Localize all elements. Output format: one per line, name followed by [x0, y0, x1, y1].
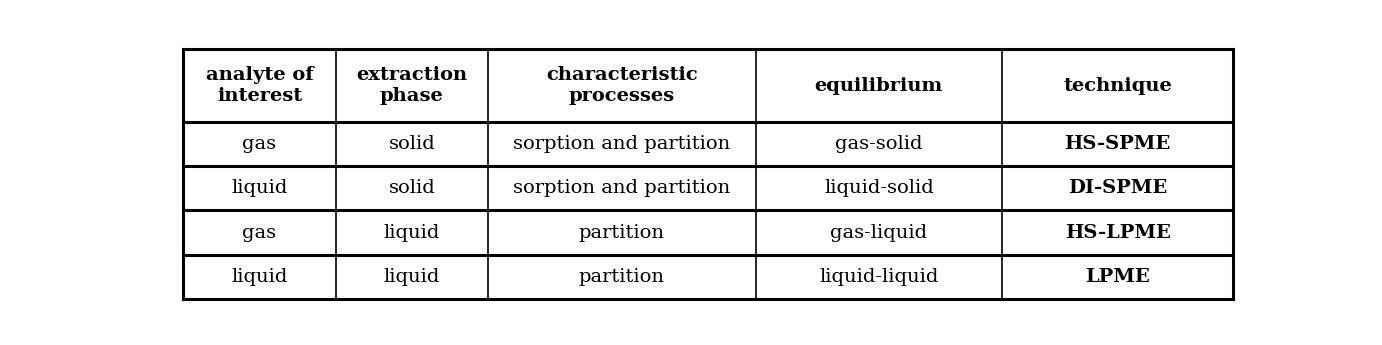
Text: liquid-liquid: liquid-liquid	[820, 268, 938, 286]
Text: LPME: LPME	[1085, 268, 1150, 286]
Text: analyte of
interest: analyte of interest	[206, 66, 314, 105]
Text: liquid: liquid	[231, 268, 287, 286]
Text: gas: gas	[242, 135, 276, 153]
Text: liquid: liquid	[384, 268, 439, 286]
Text: liquid-solid: liquid-solid	[824, 179, 934, 197]
Text: partition: partition	[579, 224, 665, 241]
Text: gas-liquid: gas-liquid	[831, 224, 927, 241]
Text: DI-SPME: DI-SPME	[1068, 179, 1168, 197]
Text: HS-LPME: HS-LPME	[1064, 224, 1171, 241]
Text: equilibrium: equilibrium	[815, 77, 943, 95]
Text: liquid: liquid	[231, 179, 287, 197]
Text: gas: gas	[242, 224, 276, 241]
Text: HS-SPME: HS-SPME	[1064, 135, 1171, 153]
Text: gas-solid: gas-solid	[835, 135, 923, 153]
Text: technique: technique	[1063, 77, 1172, 95]
Text: sorption and partition: sorption and partition	[513, 179, 730, 197]
Text: characteristic
processes: characteristic processes	[546, 66, 698, 105]
Text: extraction
phase: extraction phase	[357, 66, 467, 105]
Text: partition: partition	[579, 268, 665, 286]
Text: liquid: liquid	[384, 224, 439, 241]
Text: sorption and partition: sorption and partition	[513, 135, 730, 153]
Text: solid: solid	[388, 179, 435, 197]
Text: solid: solid	[388, 135, 435, 153]
